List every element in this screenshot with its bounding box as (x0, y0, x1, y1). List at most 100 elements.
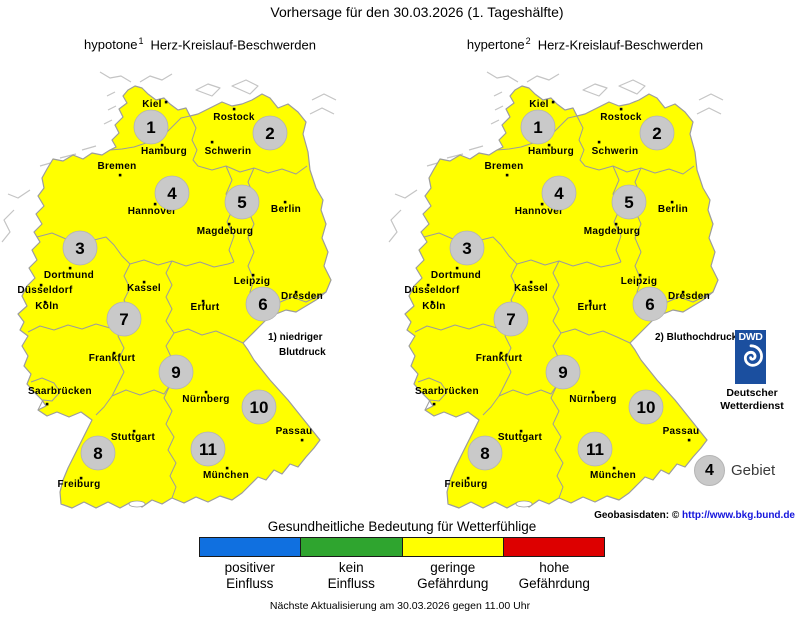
neighbor-coastline (526, 73, 560, 83)
next-update-note: Nächste Aktualisierung am 30.03.2026 geg… (269, 600, 531, 612)
city-dot (430, 300, 434, 304)
map-title-hypotone: hypotone1 Herz-Kreislauf-Beschwerden (35, 36, 365, 52)
city-dot (112, 351, 116, 355)
neighbor-coastline (103, 119, 113, 125)
state-border (498, 384, 558, 397)
region-circle (449, 230, 485, 266)
region-number: 10 (637, 398, 656, 417)
region-circle (541, 175, 577, 211)
city-label: Frankfurt (89, 353, 136, 364)
city-dot (505, 173, 509, 177)
city-label: Stuttgart (498, 432, 543, 443)
region-circle (252, 115, 288, 151)
dwd-org-line1: Deutscher (726, 387, 778, 399)
state-border (30, 377, 61, 411)
state-border (225, 165, 235, 263)
city-label: München (203, 470, 249, 481)
city-dot (142, 280, 146, 284)
neighbor-coastline (107, 105, 117, 111)
neighbor-coastline (698, 93, 724, 101)
region-number: 2 (652, 124, 661, 143)
map-title-hypertone: hypertone2 Herz-Kreislauf-Beschwerden (420, 36, 750, 52)
region-number: 8 (93, 444, 102, 463)
city-label: Leipzig (621, 276, 658, 287)
city-dot (614, 222, 618, 226)
city-dot (204, 390, 208, 394)
region-number: 3 (75, 239, 84, 258)
map-panel-hypertone: Kiel Rostock Hamburg Schwerin Bremen Hannover… (387, 70, 747, 520)
neighbor-coastline (7, 189, 31, 199)
state-border (576, 115, 695, 175)
dwd-org-line2: Wetterdienst (720, 400, 784, 412)
region-number: 6 (645, 295, 654, 314)
region-circle (632, 286, 668, 322)
region-circle (245, 286, 281, 322)
region-number: 4 (167, 184, 177, 203)
city-label: Magdeburg (197, 226, 254, 237)
city-label: Erfurt (577, 302, 606, 313)
neighbor-coastline (394, 189, 418, 199)
legend-swatch-high (502, 537, 605, 557)
region-circle (190, 431, 226, 467)
legend-label-high: hohe Gefährdung (518, 560, 590, 591)
city-dot (118, 173, 122, 177)
neighbor-coastline (311, 93, 337, 101)
region-circle (545, 354, 581, 390)
region-number: 1 (533, 118, 542, 137)
neighbor-coastline (1, 209, 15, 243)
dwd-logo: DWD (735, 330, 766, 384)
city-label: Dortmund (431, 270, 481, 281)
city-label: Berlin (658, 204, 688, 215)
state-border (612, 165, 622, 263)
city-dot (426, 283, 430, 287)
city-dot (45, 402, 49, 406)
state-border (552, 260, 631, 344)
neighbor-coastline (106, 91, 116, 97)
state-border (189, 115, 308, 175)
geodata-credit-link[interactable]: http://www.bkg.bund.de (682, 510, 795, 521)
neighbor-coastline (618, 79, 646, 95)
legend-title: Gesundheitliche Bedeutung für Wetterfühl… (267, 519, 537, 534)
neighbor-coastline (195, 83, 221, 97)
legend-swatch-positive (199, 537, 302, 557)
region-number: 2 (265, 124, 274, 143)
city-dot (201, 299, 205, 303)
lake-constance (128, 500, 146, 508)
city-dot (300, 438, 304, 442)
legend-label-positive: positiver Einfluss (224, 560, 275, 591)
state-border (417, 377, 448, 411)
city-label: Köln (422, 301, 445, 312)
city-label: Freiburg (445, 479, 488, 490)
region-circle (611, 184, 647, 220)
neighbor-coastline (490, 119, 500, 125)
city-label: Leipzig (234, 276, 271, 287)
neighbor-coastline (582, 83, 608, 97)
footnote-high-blood-pressure: 2) Bluthochdruck (655, 330, 737, 345)
region-number: 1 (146, 118, 155, 137)
region-number: 6 (258, 295, 267, 314)
city-label: Saarbrücken (415, 386, 479, 397)
region-number: 10 (250, 398, 269, 417)
legend-swatch-low (401, 537, 504, 557)
legend-label-none: kein Einfluss (327, 560, 375, 591)
neighbor-coastline (696, 107, 722, 115)
city-dot (432, 402, 436, 406)
city-label: Kassel (127, 283, 161, 294)
region-circle (467, 435, 503, 471)
region-circle (241, 389, 277, 425)
geodata-credit: Geobasisdaten: © http://www.bkg.bund.de (400, 510, 795, 521)
region-number: 3 (462, 239, 471, 258)
city-label: Schwerin (592, 146, 639, 157)
dwd-logo-text: DWD (738, 331, 763, 343)
region-circle (158, 354, 194, 390)
neighbor-coastline (139, 73, 173, 83)
city-label: Köln (35, 301, 58, 312)
region-sample-number: 4 (705, 461, 714, 479)
map-title-suffix: Herz-Kreislauf-Beschwerden (537, 37, 704, 53)
region-circle (224, 184, 260, 220)
region-circle (639, 115, 675, 151)
city-dot (540, 202, 544, 206)
legend-color-bar (199, 537, 605, 557)
neighbor-coastline (486, 71, 519, 83)
